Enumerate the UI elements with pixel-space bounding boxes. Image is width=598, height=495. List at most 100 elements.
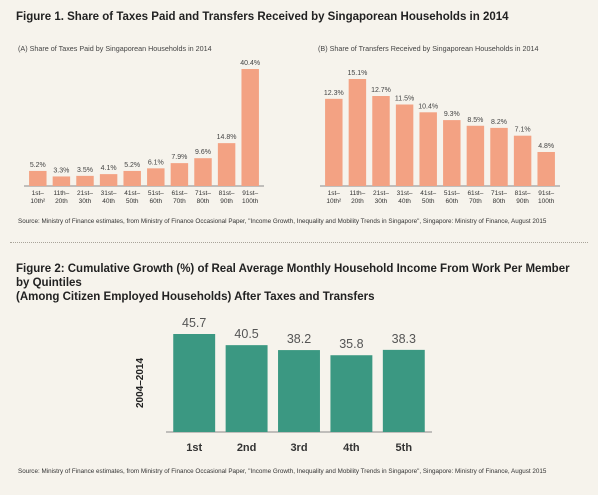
chart-2-tick-label-3: 3rd [290, 442, 307, 454]
chart-0-tick-label-1: 1st– [32, 190, 45, 197]
chart-1-data-label-8: 8.2% [491, 119, 507, 126]
chart-0-data-label-9: 14.8% [217, 134, 237, 141]
chart-0-bar-2 [53, 176, 70, 186]
chart-0-tick-label-3: 21st– [77, 190, 93, 197]
chart-1-tick-label-3: 30th [375, 198, 388, 205]
chart-1-tick-label-9: 81st– [515, 190, 531, 197]
chart-1-data-label-4: 11.5% [395, 96, 414, 103]
chart-0-tick-label-7: 61st– [171, 190, 187, 197]
chart-2-data-label-3: 38.2 [287, 332, 311, 346]
chart-2-bar-5 [383, 350, 425, 432]
chart-1-data-label-7: 8.5% [467, 117, 483, 124]
chart-0-data-label-1: 5.2% [30, 162, 46, 169]
chart-1-tick-label-8: 71st– [491, 190, 507, 197]
chart-0-tick-label-2: 11th– [54, 190, 70, 197]
chart-0-tick-label-4: 40th [102, 198, 115, 205]
chart-0-tick-label-2: 20th [55, 198, 68, 205]
chart-0-tick-label-9: 90th [220, 198, 233, 205]
chart-2-tick-label-1: 1st [186, 442, 202, 454]
chart-0-bar-8 [194, 158, 211, 186]
chart-1-bar-9 [514, 136, 531, 186]
chart-2-tick-label-2: 2nd [237, 442, 257, 454]
chart-0-tick-label-1: 10th² [30, 198, 46, 205]
chart-1-tick-label-8: 80th [493, 198, 506, 205]
chart-1-tick-label-10: 100th [538, 198, 555, 205]
chart-1-tick-label-7: 61st– [467, 190, 483, 197]
chart-2-data-label-1: 45.7 [182, 316, 206, 330]
chart-2-bar-1 [173, 334, 215, 432]
chart-0-data-label-6: 6.1% [148, 159, 164, 166]
chart-0-tick-label-6: 51st– [148, 190, 164, 197]
chart-1-tick-label-2: 11th– [350, 190, 366, 197]
chart-1-tick-label-4: 40th [398, 198, 411, 205]
chart-1-tick-label-4: 31st– [397, 190, 413, 197]
chart-0-data-label-2: 3.3% [53, 167, 69, 174]
chart-1-bar-8 [490, 128, 507, 186]
chart-0-tick-label-5: 41st– [124, 190, 140, 197]
chart-2-data-label-5: 38.3 [392, 332, 416, 346]
chart-1-data-label-9: 7.1% [515, 127, 531, 134]
figure2-title: Figure 2: Cumulative Growth (%) of Real … [16, 262, 582, 304]
chart-0-bar-7 [171, 163, 188, 186]
chart-0-tick-label-9: 81st– [219, 190, 235, 197]
chart-1-tick-label-9: 90th [516, 198, 529, 205]
chart-0-data-label-7: 7.9% [171, 154, 187, 161]
chart-0-tick-label-7: 70th [173, 198, 186, 205]
chart-2-bar-2 [226, 345, 268, 432]
chart-1-data-label-6: 9.3% [444, 111, 460, 118]
chart-0-data-label-4: 4.1% [101, 165, 117, 172]
chart-2-data-label-2: 40.5 [234, 327, 258, 341]
chart-0-bar-9 [218, 143, 235, 186]
figure2-source: Source: Ministry of Finance estimates, f… [18, 468, 546, 475]
chart-1-tick-label-3: 21st– [373, 190, 389, 197]
chart-1-tick-label-6: 51st– [444, 190, 460, 197]
chart-1-data-label-5: 10.4% [418, 103, 438, 110]
chart-0-tick-label-10: 100th [242, 198, 259, 205]
chart-1-tick-label-7: 70th [469, 198, 482, 205]
chart-2-data-label-4: 35.8 [339, 337, 363, 351]
chart-0-data-label-8: 9.6% [195, 149, 211, 156]
chart-1-bar-5 [419, 112, 436, 186]
chart-1-bar-2 [349, 79, 366, 186]
chart-2-y-axis-label: 2004–2014 [135, 358, 146, 408]
chart-0-tick-label-8: 80th [197, 198, 210, 205]
chart-0-tick-label-10: 91st– [242, 190, 258, 197]
chart-0-tick-label-3: 30th [79, 198, 92, 205]
figure2-title-line2: (Among Citizen Employed Households) Afte… [16, 290, 582, 304]
chart-2-bar-3 [278, 350, 320, 432]
chart-0-tick-label-4: 31st– [101, 190, 117, 197]
chart-0-tick-label-5: 50th [126, 198, 139, 205]
chart-1-tick-label-1: 10th² [326, 198, 342, 205]
chart-1-bar-1 [325, 99, 342, 186]
chart-0-data-label-5: 5.2% [124, 162, 140, 169]
chart-0-data-label-3: 3.5% [77, 167, 93, 174]
chart-2-tick-label-5: 5th [396, 442, 413, 454]
chart-1-data-label-1: 12.3% [324, 90, 344, 97]
chart-1-bar-10 [537, 152, 554, 186]
chart-1-bar-6 [443, 120, 460, 186]
chart-1-data-label-10: 4.8% [538, 143, 554, 150]
section-divider [10, 242, 588, 243]
chart-1-bar-4 [396, 105, 413, 186]
chart-0-bar-10 [241, 69, 258, 186]
chart-0-bar-4 [100, 174, 117, 186]
chart-1-tick-label-10: 91st– [538, 190, 554, 197]
chart-0-bar-6 [147, 168, 164, 186]
chart-0-bar-5 [123, 171, 140, 186]
chart-0-bar-1 [29, 171, 46, 186]
chart-1-data-label-3: 12.7% [371, 87, 391, 94]
chart-0-tick-label-8: 71st– [195, 190, 211, 197]
figure1-source: Source: Ministry of Finance estimates, f… [18, 218, 546, 225]
chart-1-data-label-2: 15.1% [347, 70, 367, 77]
chart-0-bar-3 [76, 176, 93, 186]
chart-1-bar-7 [467, 126, 484, 186]
chart-1-tick-label-2: 20th [351, 198, 364, 205]
chart-2-tick-label-4: 4th [343, 442, 360, 454]
chart-1-tick-label-5: 50th [422, 198, 435, 205]
figure2-title-line1: Figure 2: Cumulative Growth (%) of Real … [16, 262, 582, 290]
chart-0-tick-label-6: 60th [149, 198, 162, 205]
chart-2-bar-4 [330, 355, 372, 432]
chart-1-tick-label-6: 60th [445, 198, 458, 205]
chart-0-data-label-10: 40.4% [240, 60, 260, 67]
